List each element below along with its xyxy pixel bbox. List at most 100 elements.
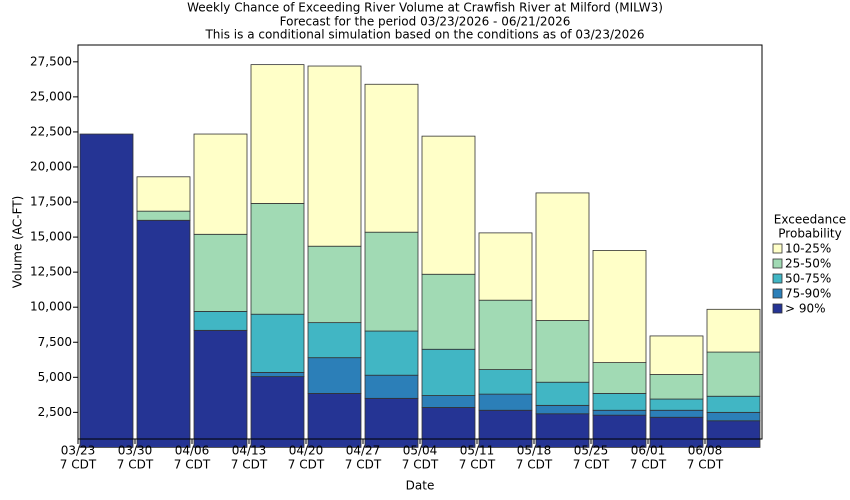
y-tick-label: 22,500: [30, 124, 72, 138]
bar-segment: [535, 413, 590, 448]
x-tick-sublabel: 7 CDT: [687, 458, 724, 472]
bar-segment: [535, 404, 590, 415]
x-tick-label: 03/23: [61, 444, 96, 458]
bar-segment: [193, 311, 248, 331]
bar-segment: [364, 83, 419, 233]
legend-label: 75-90%: [785, 287, 831, 301]
y-tick-label: 12,500: [30, 265, 72, 279]
bar-segment: [421, 135, 476, 275]
bar-segment: [478, 393, 533, 411]
bar-segment: [250, 371, 305, 378]
bar-segment: [421, 395, 476, 408]
chart-subtitle: Forecast for the period 03/23/2026 - 06/…: [280, 15, 571, 29]
legend-label: 50-75%: [785, 272, 831, 286]
y-tick-label: 17,500: [30, 195, 72, 209]
bar-segment: [79, 133, 134, 448]
bar-segment: [136, 210, 191, 221]
bar-segment: [535, 320, 590, 383]
bar-segment: [592, 393, 647, 411]
bar-segment: [592, 414, 647, 448]
x-tick-sublabel: 7 CDT: [573, 458, 610, 472]
bar-segment: [250, 313, 305, 373]
bar-segment: [250, 376, 305, 448]
bar-segment: [250, 203, 305, 315]
x-tick-label: 04/27: [346, 444, 381, 458]
bar-segment: [307, 357, 362, 394]
x-tick-sublabel: 7 CDT: [174, 458, 211, 472]
x-tick-label: 04/13: [232, 444, 267, 458]
y-tick-label: 15,000: [30, 230, 72, 244]
bar-segment: [364, 397, 419, 448]
bar-segment: [307, 65, 362, 247]
x-tick-label: 05/11: [460, 444, 495, 458]
bar-segment: [706, 420, 761, 448]
legend-label: 10-25%: [785, 242, 831, 256]
bar-segment: [193, 329, 248, 448]
y-tick-label: 27,500: [30, 54, 72, 68]
bar-segment: [307, 322, 362, 359]
bar-segment: [364, 330, 419, 376]
legend-swatch: [772, 258, 783, 269]
y-tick-label: 2,500: [38, 405, 72, 419]
chart-title: Weekly Chance of Exceeding River Volume …: [187, 1, 663, 15]
bar-segment: [706, 411, 761, 422]
bar-segment: [421, 273, 476, 350]
bar-segment: [364, 231, 419, 332]
x-tick-label: 04/06: [175, 444, 210, 458]
bar-segment: [136, 219, 191, 448]
legend-label: 25-50%: [785, 257, 831, 271]
plot-frame: [77, 44, 763, 440]
x-tick-sublabel: 7 CDT: [345, 458, 382, 472]
bar-segment: [478, 369, 533, 395]
bar-segment: [706, 395, 761, 413]
x-tick-label: 05/04: [403, 444, 438, 458]
bar-segment: [193, 133, 248, 235]
x-tick-label: 04/20: [289, 444, 324, 458]
bar-segment: [649, 398, 704, 411]
legend-label: > 90%: [785, 302, 826, 316]
x-tick-label: 05/25: [574, 444, 609, 458]
x-tick-sublabel: 7 CDT: [117, 458, 154, 472]
bar-segment: [649, 409, 704, 418]
bar-segment: [478, 409, 533, 448]
x-tick-sublabel: 7 CDT: [516, 458, 553, 472]
legend-swatch: [772, 303, 783, 314]
x-tick-label: 05/18: [517, 444, 552, 458]
bar-segment: [250, 64, 305, 204]
bar-segment: [535, 381, 590, 406]
x-tick-label: 03/30: [118, 444, 153, 458]
bar-segment: [649, 335, 704, 375]
bar-segment: [535, 192, 590, 321]
bar-segment: [421, 407, 476, 448]
bar-segment: [706, 308, 761, 353]
legend-title: Exceedance: [774, 213, 846, 227]
legend-title: Probability: [778, 227, 841, 241]
bar-segment: [592, 409, 647, 416]
bar-segment: [364, 374, 419, 399]
y-tick-label: 10,000: [30, 300, 72, 314]
y-tick-label: 5,000: [38, 370, 72, 384]
bar-segment: [307, 393, 362, 448]
y-tick-label: 20,000: [30, 159, 72, 173]
x-axis-label: Date: [406, 479, 435, 493]
y-axis-label: Volume (AC-FT): [11, 196, 25, 289]
bar-segment: [307, 245, 362, 324]
x-tick-sublabel: 7 CDT: [60, 458, 97, 472]
bar-segment: [649, 374, 704, 400]
x-tick-sublabel: 7 CDT: [630, 458, 667, 472]
bar-segment: [478, 299, 533, 370]
x-tick-sublabel: 7 CDT: [459, 458, 496, 472]
y-tick-label: 25,000: [30, 89, 72, 103]
bar-segment: [478, 232, 533, 301]
x-tick-label: 06/08: [688, 444, 723, 458]
x-tick-label: 06/01: [631, 444, 666, 458]
bar-segment: [421, 348, 476, 396]
bar-segment: [706, 351, 761, 397]
x-tick-sublabel: 7 CDT: [288, 458, 325, 472]
x-tick-sublabel: 7 CDT: [402, 458, 439, 472]
legend-swatch: [772, 243, 783, 254]
legend-swatch: [772, 273, 783, 284]
y-tick-label: 7,500: [38, 335, 72, 349]
x-tick-sublabel: 7 CDT: [231, 458, 268, 472]
